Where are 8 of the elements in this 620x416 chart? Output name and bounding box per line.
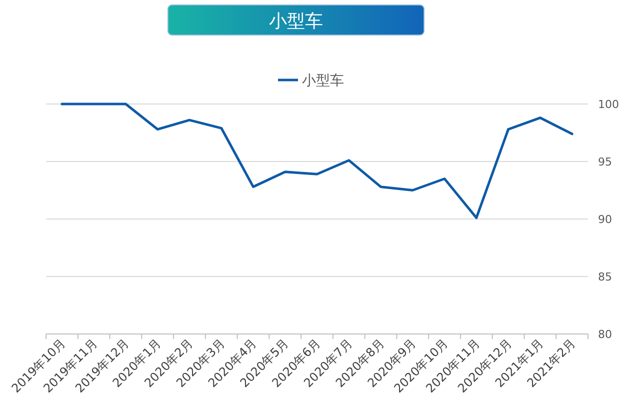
y-tick-label: 90	[598, 213, 612, 226]
y-tick-label: 95	[598, 156, 612, 168]
legend-label: 小型车	[302, 73, 344, 89]
y-tick-label: 85	[598, 270, 612, 284]
y-tick-label: 80	[598, 328, 612, 341]
line-series	[60, 102, 574, 220]
y-tick-label: 100	[598, 98, 619, 111]
chart-title: 小型车	[269, 11, 323, 32]
